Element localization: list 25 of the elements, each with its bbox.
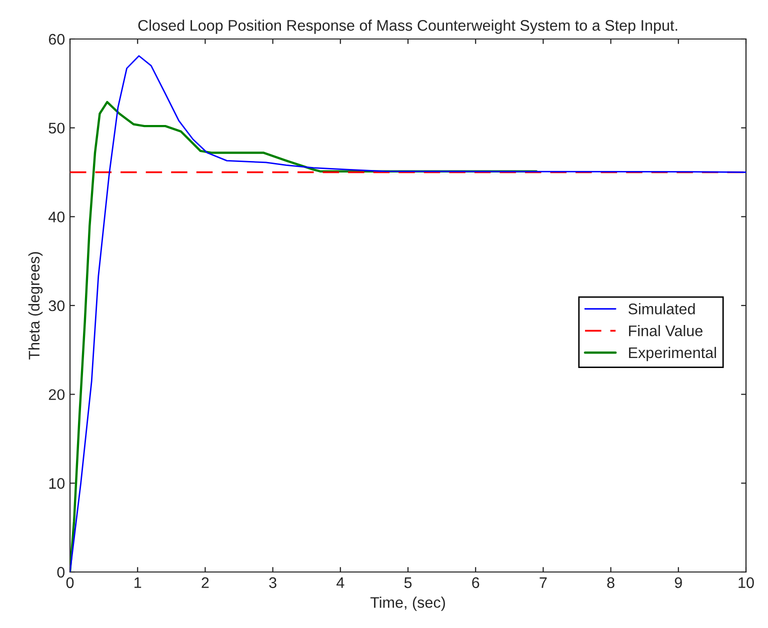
- x-tick-label: 5: [404, 577, 412, 588]
- chart-title: Closed Loop Position Response of Mass Counterweight System to a Step Input.: [138, 20, 678, 34]
- line-series: [70, 100, 538, 572]
- y-tick-label: 10: [49, 478, 65, 489]
- y-tick-label: 40: [48, 212, 65, 222]
- legend-label: Simulated: [628, 303, 695, 314]
- x-tick-label: 4: [336, 577, 344, 588]
- legend-label: Final Value: [629, 325, 702, 336]
- x-tick-label: 7: [540, 577, 547, 588]
- y-tick-label: 60: [48, 34, 65, 45]
- x-axis-title: Time, (sec): [370, 596, 445, 611]
- y-tick-label: 20: [48, 389, 65, 400]
- x-tick-label: 2: [202, 577, 209, 588]
- x-tick-label: 6: [472, 577, 480, 588]
- x-tick-label: 10: [738, 577, 754, 588]
- x-tick-label: 0: [66, 577, 74, 588]
- legend-label: Experimental: [629, 346, 716, 362]
- x-tick-label: 3: [269, 577, 276, 588]
- x-tick-label: 1: [134, 577, 142, 588]
- y-axis-title: Theta (degrees): [28, 252, 43, 360]
- x-tick-label: 9: [674, 577, 682, 588]
- y-tick-label: 0: [57, 566, 65, 578]
- y-tick-label: 50: [48, 122, 65, 134]
- x-tick-label: 8: [607, 577, 614, 588]
- y-tick-label: 30: [48, 300, 65, 312]
